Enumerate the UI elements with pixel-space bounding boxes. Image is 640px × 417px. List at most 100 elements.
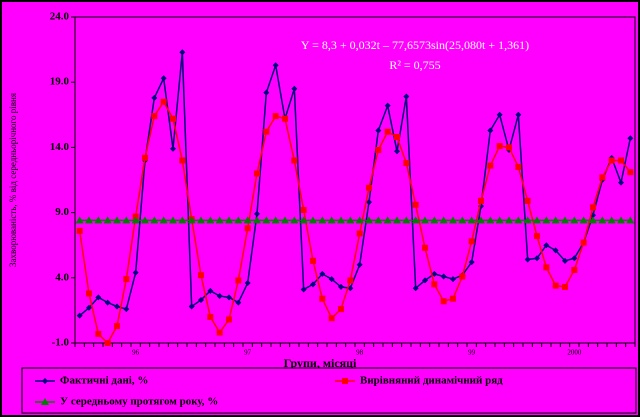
- data-point: [235, 277, 242, 284]
- legend-label: Вирівняний динамічний ряд: [360, 375, 503, 387]
- data-point: [618, 157, 624, 164]
- data-point: [467, 216, 476, 224]
- data-point: [551, 216, 560, 224]
- data-point: [589, 216, 597, 224]
- data-point: [590, 204, 596, 211]
- data-point: [188, 303, 195, 310]
- data-point: [411, 216, 420, 224]
- data-point: [225, 216, 233, 224]
- data-point: [328, 315, 335, 322]
- data-point: [421, 216, 429, 224]
- data-point: [459, 273, 466, 280]
- data-point: [328, 276, 335, 283]
- data-point: [570, 216, 579, 224]
- data-point: [439, 216, 448, 224]
- data-point: [394, 133, 400, 140]
- data-point: [244, 225, 251, 232]
- x-tick-label: 98: [356, 349, 364, 357]
- data-point: [132, 269, 139, 276]
- data-point: [599, 174, 606, 181]
- data-point: [356, 230, 363, 237]
- data-point: [366, 199, 372, 206]
- data-point: [394, 148, 400, 155]
- data-point: [393, 216, 401, 224]
- data-point: [215, 216, 224, 224]
- data-point: [198, 272, 204, 279]
- data-point: [207, 287, 214, 294]
- data-point: [309, 216, 317, 224]
- data-point: [627, 169, 634, 176]
- data-point: [440, 273, 447, 280]
- data-point: [543, 264, 550, 271]
- data-point: [319, 270, 326, 277]
- data-point: [141, 216, 149, 224]
- data-point: [94, 216, 103, 224]
- x-tick-label: 99: [468, 349, 476, 357]
- data-point: [123, 276, 130, 283]
- data-point: [515, 163, 522, 170]
- y-tick-label: -1.0: [52, 337, 70, 349]
- data-point: [282, 115, 288, 122]
- data-point: [431, 270, 438, 277]
- data-point: [170, 145, 176, 152]
- data-point: [422, 244, 428, 251]
- y-axis-title: Захворюваність, % від середньорічного рі…: [8, 93, 18, 267]
- data-point: [384, 128, 391, 135]
- data-point: [562, 257, 568, 264]
- data-point: [291, 85, 298, 92]
- data-point: [478, 197, 484, 204]
- data-point: [552, 247, 559, 254]
- data-point: [365, 216, 373, 224]
- data-point: [524, 256, 531, 263]
- data-point: [561, 216, 569, 224]
- data-point: [206, 216, 215, 224]
- data-point: [244, 280, 251, 287]
- data-point: [356, 261, 363, 268]
- data-point: [263, 89, 270, 96]
- data-point: [618, 179, 624, 186]
- data-point: [254, 170, 260, 177]
- data-point: [169, 216, 177, 224]
- data-point: [337, 216, 345, 224]
- data-point: [198, 296, 204, 303]
- data-point: [598, 216, 607, 224]
- data-point: [514, 216, 523, 224]
- data-point: [104, 299, 111, 306]
- data-point: [487, 127, 494, 134]
- data-point: [375, 147, 382, 154]
- plot-area: [74, 16, 636, 344]
- data-point: [552, 282, 559, 289]
- data-point: [300, 206, 307, 213]
- data-point: [403, 160, 410, 167]
- data-point: [95, 330, 102, 337]
- data-point: [142, 154, 148, 161]
- data-point: [234, 216, 243, 224]
- legend-label: У середньому протягом року, %: [60, 396, 218, 408]
- data-point: [319, 295, 326, 302]
- data-point: [310, 257, 316, 264]
- data-point: [580, 239, 587, 246]
- data-point: [543, 242, 550, 249]
- data-point: [383, 216, 392, 224]
- data-point: [76, 312, 83, 319]
- data-point: [151, 94, 158, 101]
- data-point: [412, 285, 419, 292]
- data-point: [151, 113, 158, 120]
- data-point: [262, 216, 271, 224]
- data-point: [523, 216, 532, 224]
- data-point: [159, 216, 168, 224]
- y-tick-label: 9.0: [55, 206, 69, 218]
- data-point: [486, 216, 495, 224]
- data-point: [299, 216, 308, 224]
- data-point: [263, 128, 270, 135]
- data-point: [431, 281, 438, 288]
- data-point: [422, 277, 428, 284]
- legend-marker: [42, 378, 48, 384]
- r-squared: R² = 0,755: [389, 58, 440, 72]
- data-point: [114, 303, 120, 310]
- data-point: [468, 259, 475, 266]
- data-point: [534, 233, 540, 240]
- data-point: [440, 298, 447, 305]
- data-point: [253, 216, 261, 224]
